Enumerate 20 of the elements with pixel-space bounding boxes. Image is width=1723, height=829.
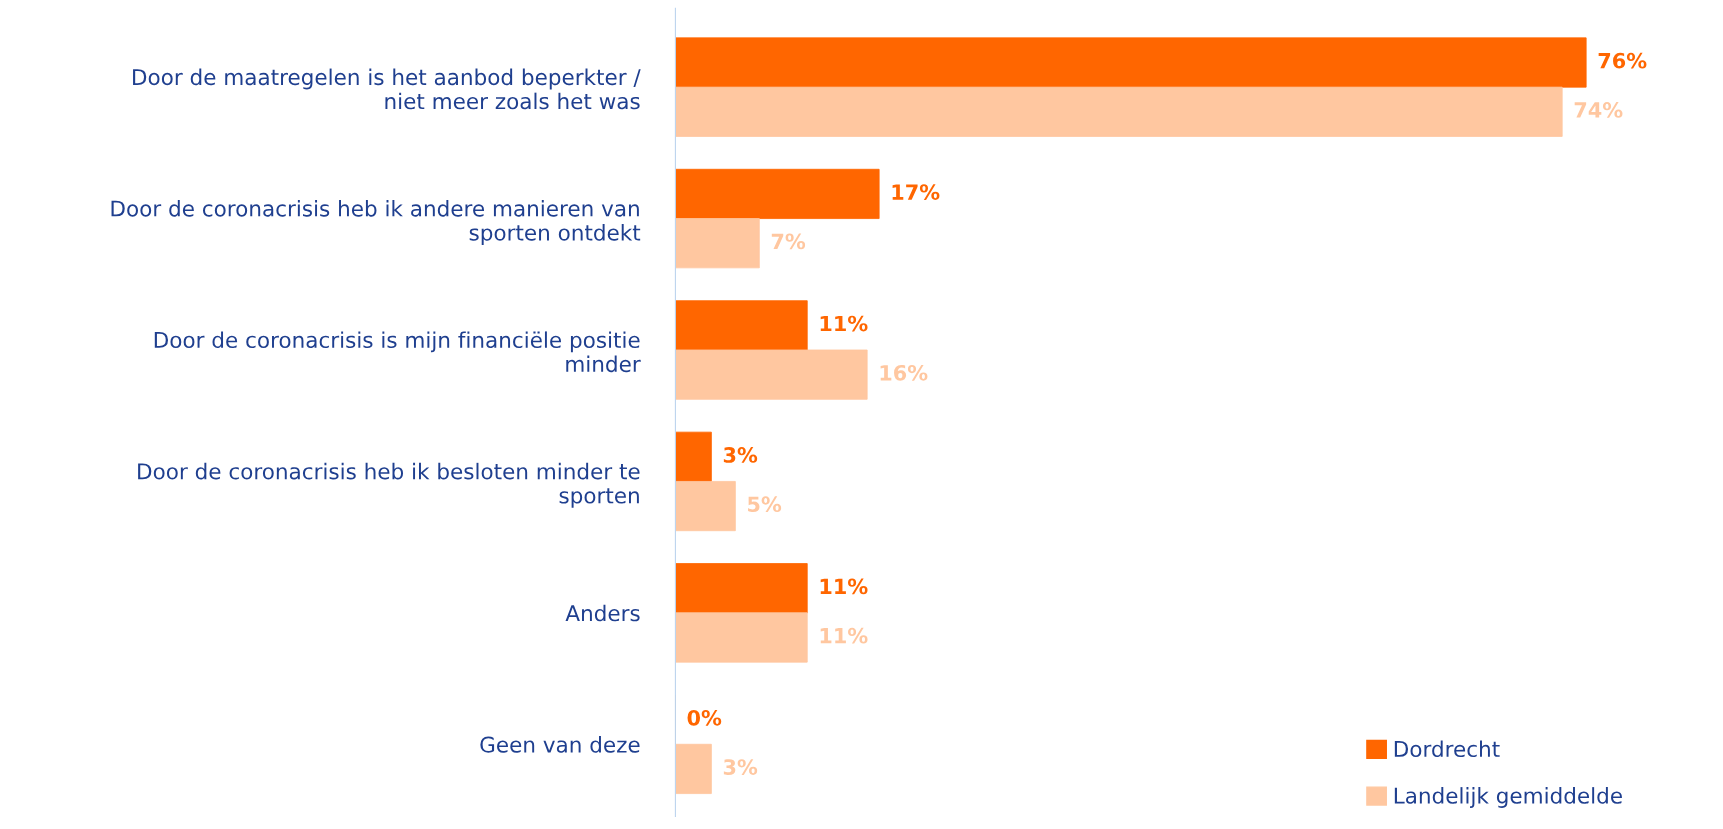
- y-tick-label: Geen van deze: [480, 736, 640, 753]
- data-label: 11%: [820, 315, 868, 332]
- y-tick-label: Anders: [565, 604, 640, 622]
- data-label: 0%: [687, 709, 722, 726]
- legend-label: Landelijk gemiddelde: [1394, 787, 1622, 808]
- data-label: 11%: [820, 627, 868, 644]
- y-tick-label: Door de coronacrisis is mijn financiële positie minder: [154, 331, 641, 373]
- data-label: 17%: [892, 184, 940, 200]
- data-label: 11%: [820, 578, 868, 595]
- y-tick-label: Door de coronacrisis heb ik andere manieren van sporten ontdekt: [111, 199, 641, 245]
- data-label: 74%: [1574, 102, 1623, 118]
- data-label: 76%: [1598, 52, 1647, 69]
- y-tick-label: Door de coronacrisis heb ik besloten minder te sporten: [138, 462, 640, 508]
- data-label: 5%: [748, 496, 782, 513]
- y-tick-label: Door de maatregelen is het aanbod beperkter / niet meer zoals het was: [133, 68, 641, 110]
- data-label: 16%: [880, 364, 928, 381]
- data-label: 7%: [771, 233, 806, 250]
- data-label: 3%: [723, 759, 758, 775]
- legend-label: Dordrecht: [1394, 740, 1500, 758]
- data-label: 3%: [723, 447, 758, 463]
